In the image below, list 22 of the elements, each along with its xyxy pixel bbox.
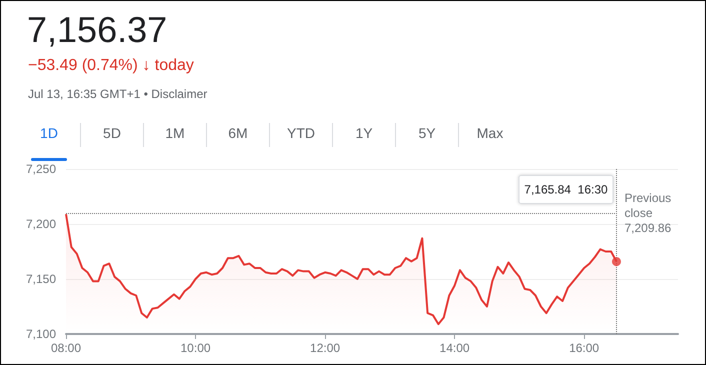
text: 1M (164, 124, 186, 143)
y-tick-label: 7,150 (26, 272, 56, 286)
x-tick-label: 12:00 (310, 341, 340, 355)
y-tick-label: 7,250 (26, 162, 56, 176)
x-tick-label: 08:00 (50, 341, 82, 355)
text: 5Y (417, 124, 437, 143)
x-tick-label: 10:00 (180, 341, 211, 355)
text: 6M (227, 124, 249, 143)
chart-title: 7,156.37 (27, 9, 168, 51)
chart-subtitle: −53.49 (0.74%) ↓ today (28, 57, 194, 75)
annotation: 7,165.84 16:30 (524, 182, 608, 196)
x-tick-label: 16:00 (569, 341, 600, 355)
text: YTD (286, 124, 316, 143)
ref-line-label: Previous close 7,209.86 (624, 191, 672, 236)
text: 1D (39, 124, 59, 143)
y-tick-label: 7,200 (26, 217, 56, 231)
x-tick-label: 14:00 (440, 341, 470, 355)
text: 1Y (354, 124, 374, 143)
y-tick-label: 7,100 (26, 327, 56, 341)
text: Jul 13, 16:35 GMT+1 • Disclaimer (28, 87, 208, 101)
text: 5D (102, 124, 122, 143)
text: Max (476, 124, 504, 143)
